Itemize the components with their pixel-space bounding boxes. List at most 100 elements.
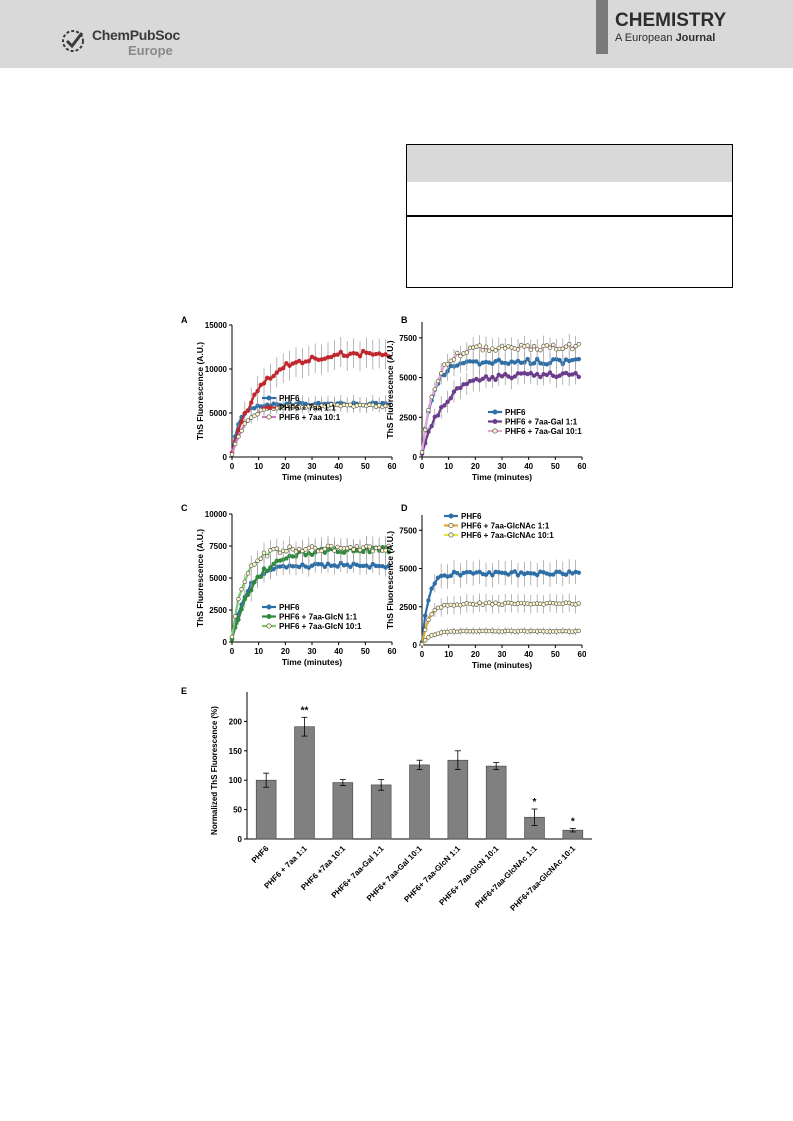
data-point xyxy=(284,361,289,366)
data-point xyxy=(271,373,276,379)
data-point xyxy=(287,544,292,549)
data-point xyxy=(448,395,453,401)
data-point xyxy=(528,370,533,376)
panel-a: A 0 5000 10000 15000 0 10 20 30 40 50 60 Time (minut… xyxy=(181,315,397,482)
x-tick-label: 0 xyxy=(230,647,235,656)
data-point xyxy=(426,635,431,640)
data-point xyxy=(261,566,267,571)
data-point xyxy=(448,573,453,579)
data-point xyxy=(252,579,257,585)
y-axis-title: ThS Fluorescence (A.U.) xyxy=(385,340,395,438)
panel-b: B 0 2500 5000 7500 0 10 20 30 40 50 60 Time (minutes… xyxy=(385,315,587,482)
y-tick-label: 200 xyxy=(229,717,243,726)
y-tick-label: 150 xyxy=(229,747,243,756)
data-point xyxy=(487,348,492,353)
significance-mark: * xyxy=(571,816,575,827)
data-point xyxy=(515,347,521,352)
y-tick-label: 2500 xyxy=(399,603,417,612)
data-point xyxy=(493,348,498,353)
data-point xyxy=(361,549,366,555)
data-point xyxy=(419,642,425,647)
data-point xyxy=(239,419,244,424)
journal-accent-bar xyxy=(596,0,608,54)
series-3 xyxy=(229,535,391,640)
data-point xyxy=(361,348,366,354)
data-point xyxy=(329,354,334,360)
data-point xyxy=(426,598,431,603)
data-point xyxy=(426,617,431,622)
data-point xyxy=(255,388,260,394)
legend-marker xyxy=(448,513,454,519)
data-point xyxy=(531,361,537,366)
data-point xyxy=(423,427,428,433)
data-point xyxy=(483,572,489,577)
data-point xyxy=(429,394,434,400)
panel-label: C xyxy=(181,503,188,513)
data-point xyxy=(297,564,302,570)
y-tick-label: 15000 xyxy=(205,321,228,330)
journal-subtitle-b: Journal xyxy=(675,32,716,44)
data-point xyxy=(432,607,437,613)
data-point xyxy=(496,357,501,363)
legend-label: PHF6 xyxy=(505,408,526,417)
y-tick-label: 100 xyxy=(229,776,243,785)
series-3 xyxy=(419,627,581,647)
data-point xyxy=(429,586,434,591)
series-2 xyxy=(419,593,581,646)
x-tick-label: 10 xyxy=(444,462,453,471)
data-point xyxy=(322,564,327,570)
data-point xyxy=(439,405,444,410)
data-point xyxy=(287,363,292,368)
data-point xyxy=(458,353,463,359)
data-point xyxy=(249,415,254,420)
significance-mark: * xyxy=(533,797,537,808)
page-header: ChemPubSoc Europe CHEMISTRY A European J… xyxy=(0,0,793,68)
data-point xyxy=(345,353,350,359)
chempubsoc-logo-icon xyxy=(62,30,84,52)
data-point xyxy=(490,573,495,578)
data-point xyxy=(506,572,511,577)
data-point xyxy=(277,550,283,556)
data-point xyxy=(458,573,463,578)
bar xyxy=(294,726,315,840)
data-point xyxy=(429,423,434,429)
data-point xyxy=(370,548,375,554)
data-point xyxy=(432,387,437,392)
data-point xyxy=(229,452,235,457)
data-point xyxy=(236,617,241,622)
bar xyxy=(485,765,507,840)
x-tick-label: 20 xyxy=(471,650,480,659)
table-frame xyxy=(406,144,733,288)
y-tick-label: 7500 xyxy=(399,334,417,343)
data-point xyxy=(496,345,501,351)
y-tick-label: 0 xyxy=(223,453,228,462)
data-point xyxy=(309,552,315,558)
legend-label: PHF6 xyxy=(461,512,482,521)
series-line xyxy=(420,601,580,644)
x-tick-label: 60 xyxy=(388,462,397,471)
series-3 xyxy=(419,333,581,455)
data-point xyxy=(423,613,428,618)
x-tick-label: 60 xyxy=(388,647,397,656)
data-point xyxy=(480,348,485,353)
y-tick-label: 10000 xyxy=(205,510,228,519)
data-point xyxy=(499,374,505,379)
data-point xyxy=(383,548,388,553)
x-tick-label: 60 xyxy=(578,650,587,659)
legend-label: PHF6 + 7aa 1:1 xyxy=(279,404,336,413)
data-point xyxy=(329,543,334,549)
x-tick-label: 0 xyxy=(420,462,425,471)
data-point xyxy=(490,346,495,351)
data-point xyxy=(445,362,450,367)
y-tick-label: 50 xyxy=(233,806,242,815)
x-tick-label: 60 xyxy=(578,462,587,471)
legend-marker xyxy=(266,613,272,619)
data-point xyxy=(271,561,276,567)
data-point xyxy=(503,346,508,351)
data-point xyxy=(274,546,279,551)
data-point xyxy=(242,597,248,602)
legend-label: PHF6 + 7aa-GlcNAc 1:1 xyxy=(461,522,550,531)
data-point xyxy=(338,349,343,355)
data-point xyxy=(474,359,479,364)
data-point xyxy=(233,441,238,447)
